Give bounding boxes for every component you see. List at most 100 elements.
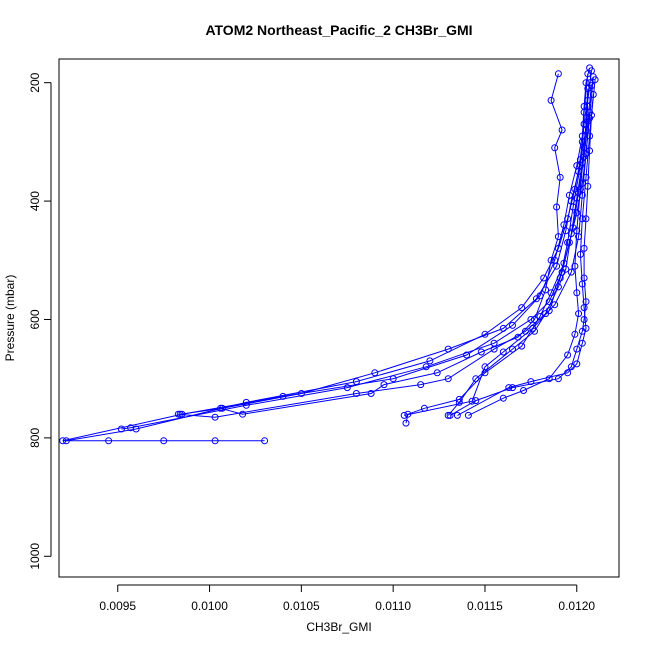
data-point — [59, 437, 67, 445]
data-point — [556, 173, 564, 181]
data-point — [446, 411, 454, 419]
series-line — [220, 73, 563, 415]
data-point — [582, 324, 590, 332]
data-point — [297, 390, 305, 397]
data-point — [367, 390, 375, 397]
data-point — [477, 348, 485, 356]
data-point — [551, 144, 559, 152]
x-tick-label: 0.0115 — [467, 599, 503, 613]
y-tick-label: 1000 — [28, 543, 42, 570]
x-tick-label: 0.0095 — [99, 599, 136, 613]
data-point — [531, 316, 538, 323]
x-tick-label: 0.0100 — [191, 599, 228, 613]
data-point — [444, 411, 452, 419]
data-point — [573, 360, 581, 368]
data-point — [481, 363, 489, 371]
data-point — [578, 191, 586, 199]
data-point — [542, 286, 550, 294]
y-tick-label: 800 — [28, 428, 42, 448]
data-point — [578, 339, 586, 347]
data-point — [576, 250, 584, 258]
x-tick-label: 0.0110 — [375, 599, 411, 613]
series-line — [468, 106, 589, 416]
data-point — [578, 215, 586, 223]
x-tick-label: 0.0105 — [283, 599, 320, 613]
data-point — [582, 150, 590, 158]
data-point — [499, 394, 507, 402]
data-point — [455, 398, 463, 406]
data-point — [575, 233, 583, 241]
data-point — [468, 397, 476, 405]
data-point — [518, 342, 526, 350]
data-point — [576, 185, 584, 193]
y-tick-label: 600 — [28, 309, 42, 329]
data-point — [117, 425, 125, 433]
data-point — [62, 437, 70, 445]
data-point — [499, 324, 507, 332]
data-point — [444, 375, 452, 383]
data-point — [422, 363, 430, 371]
series-line — [457, 94, 594, 416]
data-point — [567, 230, 575, 238]
data-point — [453, 411, 461, 419]
data-point — [562, 265, 570, 273]
data-point — [584, 85, 592, 93]
y-tick-label: 400 — [28, 191, 42, 211]
series-line — [404, 112, 591, 416]
data-point — [586, 108, 594, 116]
data-point — [547, 96, 555, 104]
data-point — [352, 390, 360, 397]
data-point — [518, 304, 526, 312]
data-point — [261, 437, 269, 445]
data-point — [582, 173, 590, 181]
series-profile — [400, 108, 594, 419]
y-axis-title: Pressure (mbar) — [3, 275, 17, 362]
data-point — [343, 384, 351, 392]
data-point — [580, 304, 588, 312]
data-point — [554, 283, 562, 291]
data-point — [402, 419, 410, 427]
data-point — [547, 289, 555, 297]
data-point — [573, 345, 581, 353]
data-point — [554, 375, 562, 383]
data-point — [505, 384, 513, 392]
data-point — [584, 70, 592, 78]
series-group — [59, 64, 599, 445]
y-tick-label: 200 — [28, 72, 42, 92]
data-point — [551, 301, 559, 309]
data-point — [540, 274, 548, 282]
data-point — [527, 378, 535, 386]
x-axis-title: CH3Br_GMI — [306, 620, 371, 634]
data-point — [554, 233, 562, 241]
data-point — [127, 424, 135, 432]
data-point — [573, 209, 581, 217]
data-point — [217, 404, 225, 412]
data-point — [589, 91, 597, 98]
data-point — [578, 280, 586, 288]
data-point — [160, 437, 168, 445]
data-point — [586, 132, 594, 140]
data-point — [562, 227, 570, 235]
chart-title: ATOM2 Northeast_Pacific_2 CH3Br_GMI — [205, 22, 472, 38]
data-point — [211, 413, 219, 421]
data-point — [564, 369, 572, 377]
data-point — [400, 411, 408, 419]
series-profile — [217, 70, 566, 418]
data-point — [105, 437, 113, 445]
data-point — [532, 295, 540, 303]
data-point — [580, 316, 588, 323]
data-point — [174, 410, 182, 418]
plot-frame — [58, 58, 620, 578]
series-profile — [453, 91, 597, 419]
data-point — [509, 321, 516, 329]
data-point — [352, 378, 360, 386]
data-point — [444, 345, 452, 353]
data-point — [571, 330, 579, 338]
data-point — [426, 357, 434, 365]
data-point — [242, 401, 250, 409]
data-point — [417, 381, 425, 389]
data-point — [463, 351, 471, 359]
data-point — [582, 215, 590, 223]
data-point — [553, 262, 561, 270]
